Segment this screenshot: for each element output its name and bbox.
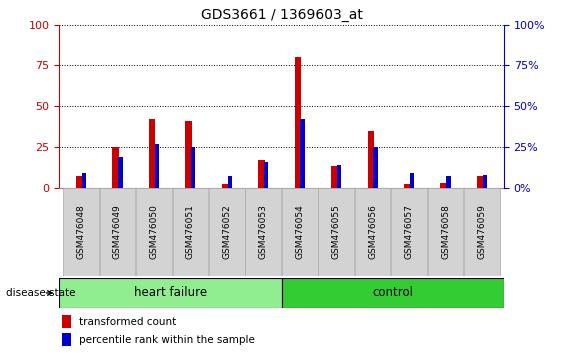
Bar bbox=[76, 176, 82, 188]
Bar bbox=[331, 166, 338, 188]
Bar bbox=[355, 188, 391, 276]
Bar bbox=[149, 119, 155, 188]
Bar bbox=[477, 176, 484, 188]
Text: GSM476054: GSM476054 bbox=[295, 205, 304, 259]
Bar bbox=[258, 160, 265, 188]
Bar bbox=[245, 188, 281, 276]
Text: GSM476049: GSM476049 bbox=[113, 205, 122, 259]
Text: heart failure: heart failure bbox=[134, 286, 207, 299]
Bar bbox=[464, 188, 500, 276]
Text: GSM476057: GSM476057 bbox=[405, 204, 414, 259]
Bar bbox=[185, 121, 192, 188]
Text: GSM476050: GSM476050 bbox=[149, 204, 158, 259]
Bar bbox=[227, 176, 232, 188]
Bar bbox=[428, 188, 463, 276]
Bar bbox=[446, 176, 450, 188]
Bar bbox=[282, 188, 318, 276]
Bar bbox=[62, 315, 72, 328]
Bar bbox=[209, 188, 244, 276]
Text: GSM476053: GSM476053 bbox=[259, 204, 268, 259]
Bar bbox=[136, 188, 172, 276]
Text: disease state: disease state bbox=[6, 288, 75, 298]
Bar bbox=[301, 119, 305, 188]
Bar bbox=[410, 173, 414, 188]
Text: GSM476048: GSM476048 bbox=[77, 205, 86, 259]
Bar bbox=[319, 188, 354, 276]
Bar bbox=[264, 161, 269, 188]
Bar bbox=[373, 147, 378, 188]
Text: control: control bbox=[372, 286, 413, 299]
Bar bbox=[282, 278, 504, 308]
Title: GDS3661 / 1369603_at: GDS3661 / 1369603_at bbox=[200, 8, 363, 22]
Bar bbox=[440, 183, 447, 188]
Bar bbox=[155, 144, 159, 188]
Bar bbox=[82, 173, 86, 188]
Bar bbox=[391, 188, 427, 276]
Text: percentile rank within the sample: percentile rank within the sample bbox=[79, 335, 255, 344]
Text: GSM476051: GSM476051 bbox=[186, 204, 195, 259]
Bar bbox=[404, 184, 410, 188]
Bar bbox=[59, 278, 282, 308]
Bar bbox=[294, 57, 301, 188]
Text: GSM476059: GSM476059 bbox=[477, 204, 486, 259]
Text: GSM476058: GSM476058 bbox=[441, 204, 450, 259]
Bar bbox=[172, 188, 208, 276]
Text: transformed count: transformed count bbox=[79, 316, 177, 327]
Bar bbox=[100, 188, 135, 276]
Bar bbox=[337, 165, 341, 188]
Bar bbox=[118, 157, 123, 188]
Text: GSM476056: GSM476056 bbox=[368, 204, 377, 259]
Text: GSM476055: GSM476055 bbox=[332, 204, 341, 259]
Bar bbox=[482, 175, 487, 188]
Bar bbox=[113, 147, 119, 188]
Bar bbox=[62, 333, 72, 346]
Bar bbox=[368, 131, 374, 188]
Bar bbox=[222, 184, 228, 188]
Bar bbox=[63, 188, 99, 276]
Bar bbox=[191, 147, 195, 188]
Text: GSM476052: GSM476052 bbox=[222, 205, 231, 259]
